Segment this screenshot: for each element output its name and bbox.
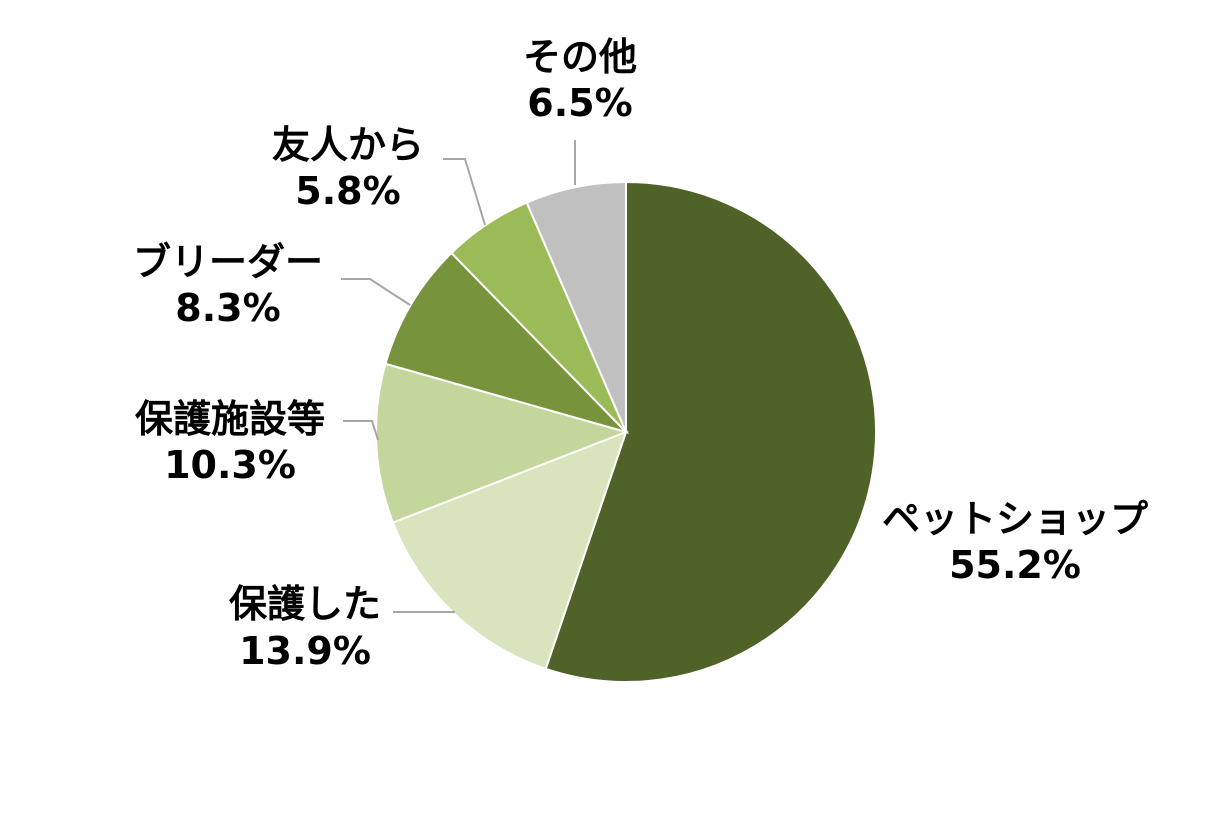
leader-lines — [341, 140, 576, 613]
pie-slice-3 — [375, 362, 630, 524]
slice-value-3: 10.3% — [164, 443, 296, 487]
slice-value-5: 5.8% — [295, 169, 400, 213]
slice-value-4: 8.3% — [175, 286, 280, 330]
leader-line-3 — [343, 420, 379, 441]
leader-line-4 — [341, 278, 411, 306]
pie-slice-4 — [384, 251, 630, 434]
leader-line-5 — [443, 158, 486, 226]
slice-value-6: 6.5% — [527, 81, 632, 125]
pie-slice-6 — [525, 180, 627, 433]
pie-slices — [375, 180, 877, 683]
pie-slice-1 — [544, 180, 877, 683]
slice-label-3: 保護施設等 — [135, 397, 325, 441]
slice-value-2: 13.9% — [239, 629, 371, 673]
slice-label-2: 保護した — [229, 582, 381, 626]
slice-label-4: ブリーダー — [133, 240, 323, 284]
slice-label-1: ペットショップ — [882, 497, 1148, 541]
slice-label-5: 友人から — [272, 123, 424, 167]
slice-label-6: その他 — [523, 35, 637, 79]
slice-value-1: 55.2% — [949, 543, 1081, 587]
